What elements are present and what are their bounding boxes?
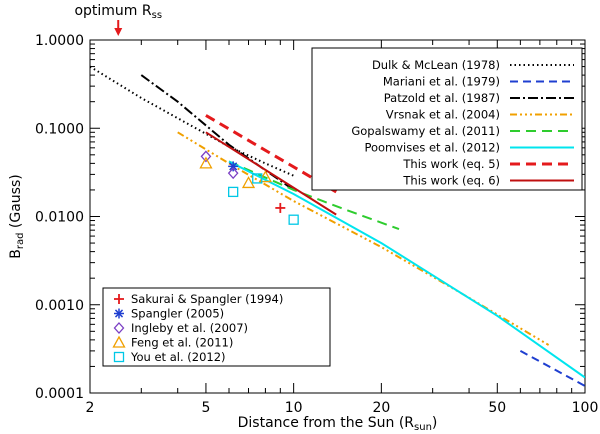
marker-legend-symbol-4 [113,351,125,363]
marker-legend-symbol-2-shape [113,322,125,334]
x-axis-title-end: ) [432,415,437,431]
marker-2-0-shape [200,150,212,163]
marker-legend-label-2: Ingleby et al. (2007) [131,321,248,335]
x-axis-title: Distance from the Sun (Rsun) [238,415,438,433]
marker-legend-label-4: You et al. (2012) [130,350,226,364]
x-tick-label: 50 [488,400,506,416]
line-legend-box [311,47,583,191]
y-tick-label: 1.0000 [35,33,84,49]
marker-legend-symbol-1-arm [114,309,124,318]
marker-4-0 [228,186,239,198]
marker-legend-symbol-2 [113,322,125,334]
x-axis-title-main: Distance from the Sun (R [238,415,415,431]
marker-4-0-shape [228,186,239,198]
y-axis-title-end: (Gauss) [8,174,24,232]
marker-legend-box [102,287,331,367]
marker-1-0-arm [229,162,238,171]
annotation-text: optimum R [74,3,151,19]
marker-2-0 [200,150,212,163]
marker-legend-symbol-3-shape [112,335,126,348]
y-tick-label: 0.1000 [35,121,84,137]
marker-4-2-shape [288,214,299,225]
marker-legend-label-0: Sakurai & Spangler (1994) [131,292,283,306]
line-legend-label-1: Mariani et al. (1979) [383,75,500,89]
y-tick-label: 0.0010 [35,298,84,314]
y-axis-title-sub: rad [15,233,26,250]
marker-0-0 [275,202,286,213]
series-line-1 [519,350,585,387]
marker-3-0-shape [199,156,213,169]
marker-3-0 [199,156,213,169]
marker-4-1 [252,173,263,184]
marker-4-1-shape [252,173,263,184]
marker-4-2 [288,214,299,225]
marker-legend-symbol-1 [114,308,124,319]
marker-3-2 [258,170,273,183]
annotation-sub: ss [152,10,162,21]
marker-legend-label-3: Feng et al. (2011) [131,336,233,350]
marker-2-1 [227,167,239,180]
markers-group [199,150,299,225]
x-axis-title-sub: sun [414,422,432,433]
marker-2-1-shape [227,167,239,180]
marker-legend-symbol-3 [112,335,126,348]
marker-3-1 [241,176,256,189]
series-line-6 [205,114,337,194]
marker-1-0 [228,161,239,172]
x-tick-label: 2 [86,400,95,416]
line-legend-label-2: Patzold et al. (1987) [384,91,500,105]
line-legend-label-7: This work (eq. 6) [402,174,500,188]
line-legend-label-5: Poomvises et al. (2012) [364,141,500,155]
marker-legend-symbol-0 [114,294,124,304]
marker-legend-symbol-4-shape [113,351,125,363]
annotation-arrow-head [114,28,123,36]
annotation-optimum-rss: optimum Rss [74,3,162,21]
x-tick-label: 100 [572,400,599,416]
line-legend-label-6: This work (eq. 5) [402,157,500,171]
y-tick-label: 0.0100 [35,210,84,226]
marker-legend-label-1: Spangler (2005) [131,307,224,321]
x-tick-label: 20 [372,400,390,416]
x-tick-label: 5 [201,400,210,416]
marker-legend: Sakurai & Spangler (1994)Spangler (2005)… [102,287,331,367]
line-legend-label-3: Vrsnak et al. (2004) [386,108,500,122]
series-line-0 [90,65,294,177]
line-legend: Dulk & McLean (1978) Mariani et al. (1979… [311,47,583,191]
line-legend-label-0: Dulk & McLean (1978) [372,58,500,72]
series-line-5 [228,160,585,379]
series-line-7 [205,131,337,216]
marker-3-1-shape [241,176,256,189]
x-tick-label: 10 [285,400,303,416]
line-legend-label-4: Gopalswamy et al. (2011) [351,124,500,138]
y-axis-title: Brad (Gauss) [8,174,26,258]
y-tick-label: 0.0001 [35,386,84,402]
marker-3-2-shape [258,170,273,183]
y-axis-title-main: B [8,249,24,259]
